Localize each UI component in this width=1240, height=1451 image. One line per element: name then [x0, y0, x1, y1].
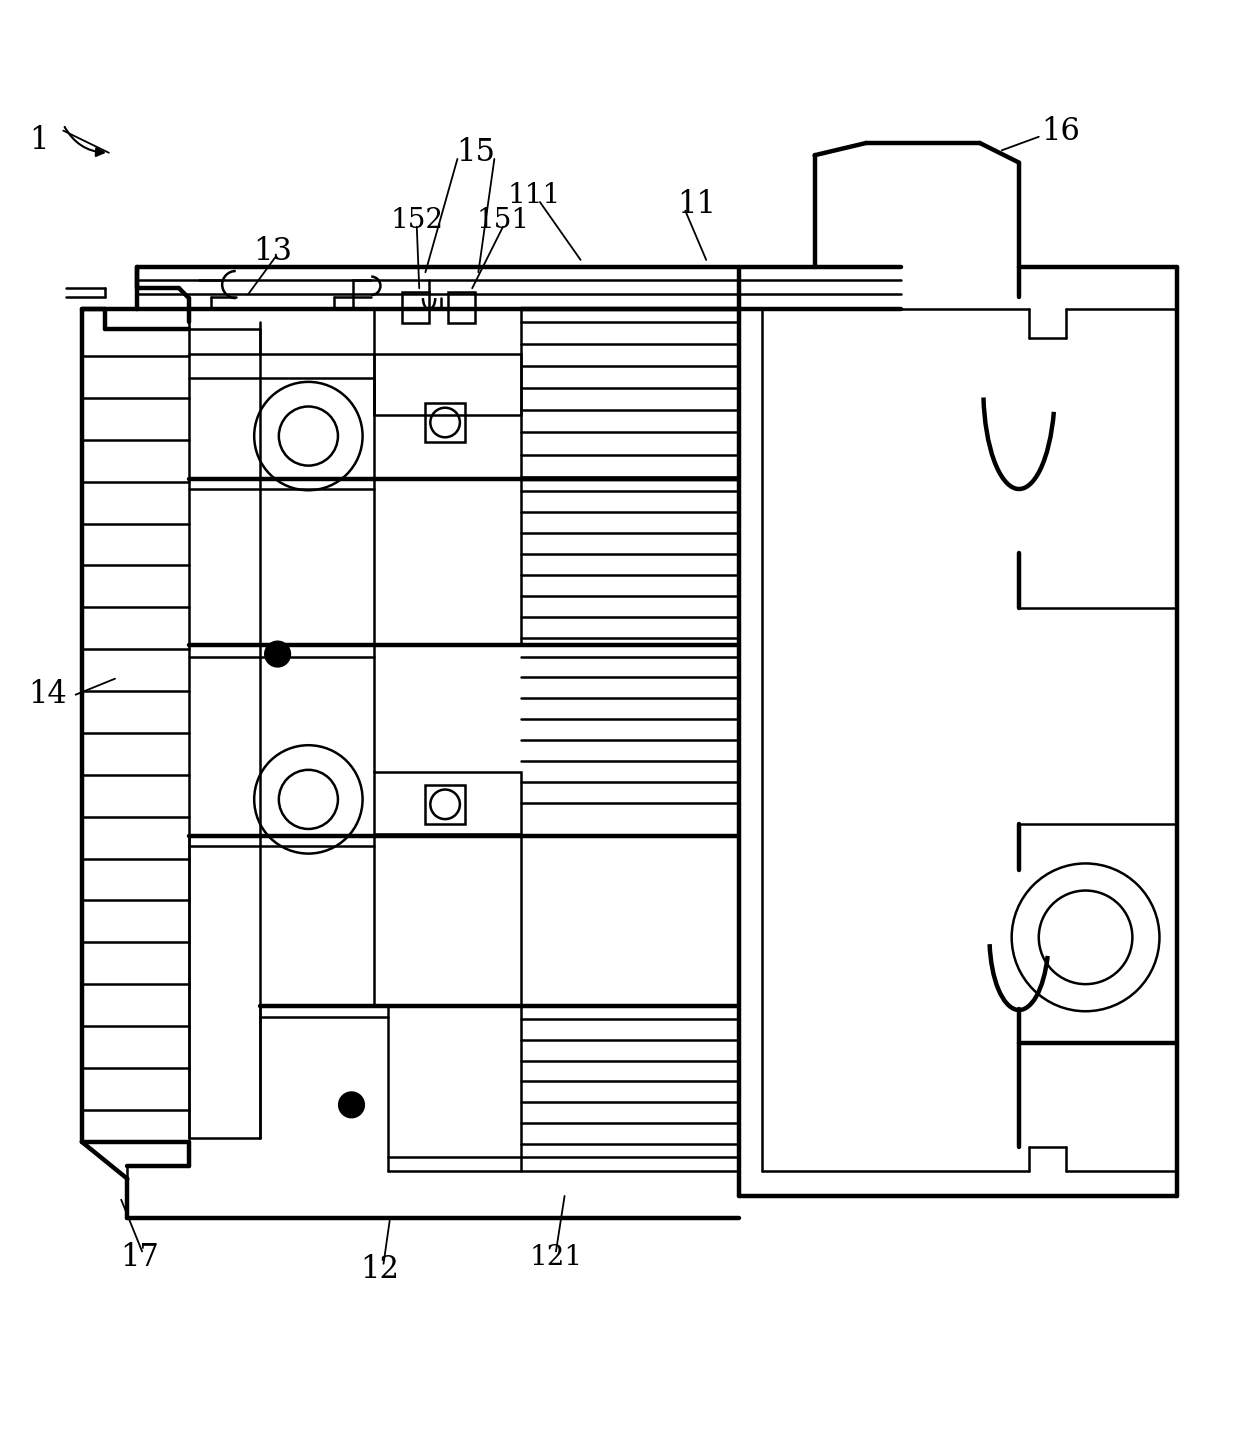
Circle shape — [340, 1093, 363, 1117]
Bar — [402, 292, 429, 322]
Bar — [373, 772, 522, 834]
Circle shape — [265, 641, 290, 666]
Text: 11: 11 — [677, 189, 715, 221]
Text: 151: 151 — [476, 207, 529, 234]
Text: 111: 111 — [507, 183, 560, 209]
Text: 121: 121 — [529, 1244, 583, 1271]
Bar — [373, 354, 522, 415]
Text: 12: 12 — [361, 1255, 399, 1286]
Bar — [425, 785, 465, 824]
Text: 152: 152 — [391, 207, 443, 234]
Bar — [448, 292, 475, 322]
Text: 17: 17 — [120, 1242, 159, 1273]
Bar — [425, 403, 465, 443]
Text: 1: 1 — [29, 125, 48, 155]
Text: 15: 15 — [456, 138, 496, 168]
Text: 16: 16 — [1042, 116, 1080, 148]
Text: 13: 13 — [253, 237, 293, 267]
Text: 14: 14 — [27, 679, 67, 710]
